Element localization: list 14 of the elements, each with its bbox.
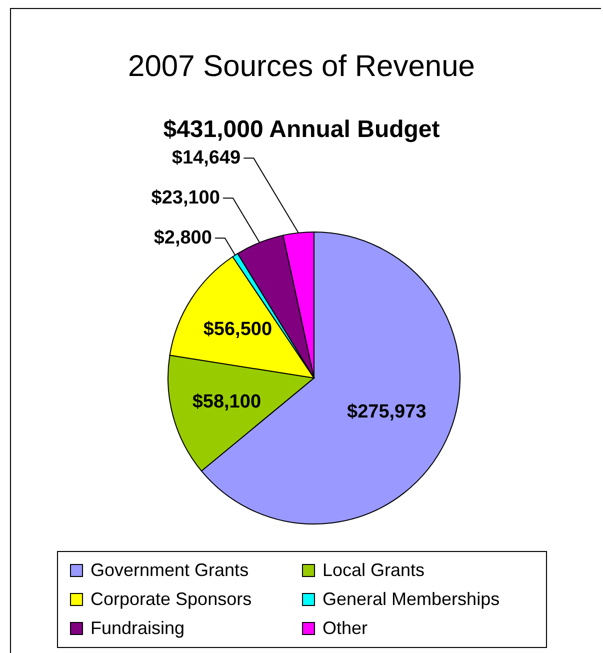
data-label: $275,973 bbox=[347, 402, 426, 423]
legend-label: Government Grants bbox=[90, 560, 249, 581]
data-label: $58,100 bbox=[192, 391, 262, 412]
chart-title: 2007 Sources of Revenue bbox=[127, 50, 476, 84]
data-label: $2,800 bbox=[154, 228, 212, 249]
legend-label: Fundraising bbox=[90, 618, 185, 639]
data-label: $56,500 bbox=[203, 318, 272, 340]
legend-label: General Memberships bbox=[322, 589, 500, 610]
data-label: $23,100 bbox=[151, 188, 220, 209]
legend-label: Local Grants bbox=[322, 560, 425, 581]
legend-label: Other bbox=[322, 618, 368, 639]
legend-label: Corporate Sponsors bbox=[90, 589, 252, 610]
data-label: $14,649 bbox=[172, 148, 241, 169]
chart-subtitle: $431,000 Annual Budget bbox=[162, 116, 441, 144]
